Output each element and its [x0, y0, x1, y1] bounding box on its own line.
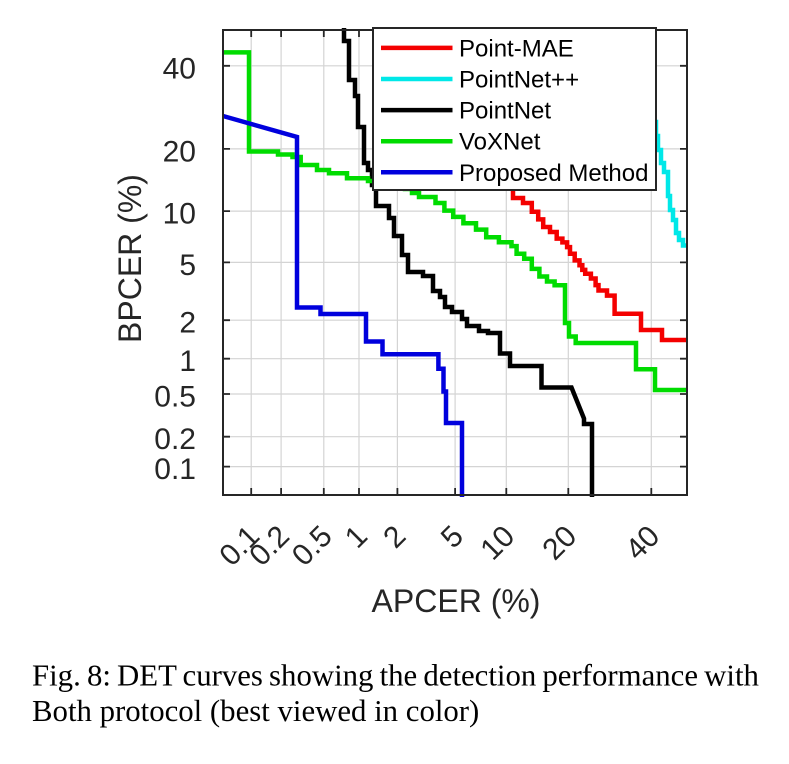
svg-text:0.1: 0.1	[154, 453, 196, 486]
svg-text:Both protocol (best viewed in: Both protocol (best viewed in color)	[32, 694, 479, 728]
svg-text:APCER (%): APCER (%)	[372, 583, 541, 619]
svg-text:Point-MAE: Point-MAE	[459, 35, 574, 62]
svg-text:PointNet++: PointNet++	[459, 67, 579, 94]
svg-text:5: 5	[179, 249, 196, 282]
svg-text:20: 20	[536, 520, 583, 567]
svg-text:1: 1	[179, 345, 196, 378]
svg-text:BPCER (%): BPCER (%)	[112, 174, 148, 343]
svg-text:20: 20	[163, 135, 196, 168]
svg-text:0.5: 0.5	[286, 520, 339, 573]
svg-text:2: 2	[377, 520, 412, 555]
svg-text:Proposed Method: Proposed Method	[459, 160, 648, 187]
svg-text:40: 40	[619, 520, 666, 567]
svg-text:10: 10	[163, 198, 196, 231]
svg-text:PointNet: PointNet	[459, 98, 551, 125]
svg-text:0.2: 0.2	[154, 423, 196, 456]
svg-text:0.5: 0.5	[154, 381, 196, 414]
svg-text:2: 2	[179, 307, 196, 340]
svg-text:5: 5	[435, 520, 470, 555]
svg-text:1: 1	[339, 520, 374, 555]
svg-text:10: 10	[474, 520, 521, 567]
svg-text:40: 40	[163, 52, 196, 85]
svg-text:Fig. 8: DET curves showing the: Fig. 8: DET curves showing the detection…	[32, 659, 759, 693]
svg-text:VoXNet: VoXNet	[459, 129, 541, 156]
